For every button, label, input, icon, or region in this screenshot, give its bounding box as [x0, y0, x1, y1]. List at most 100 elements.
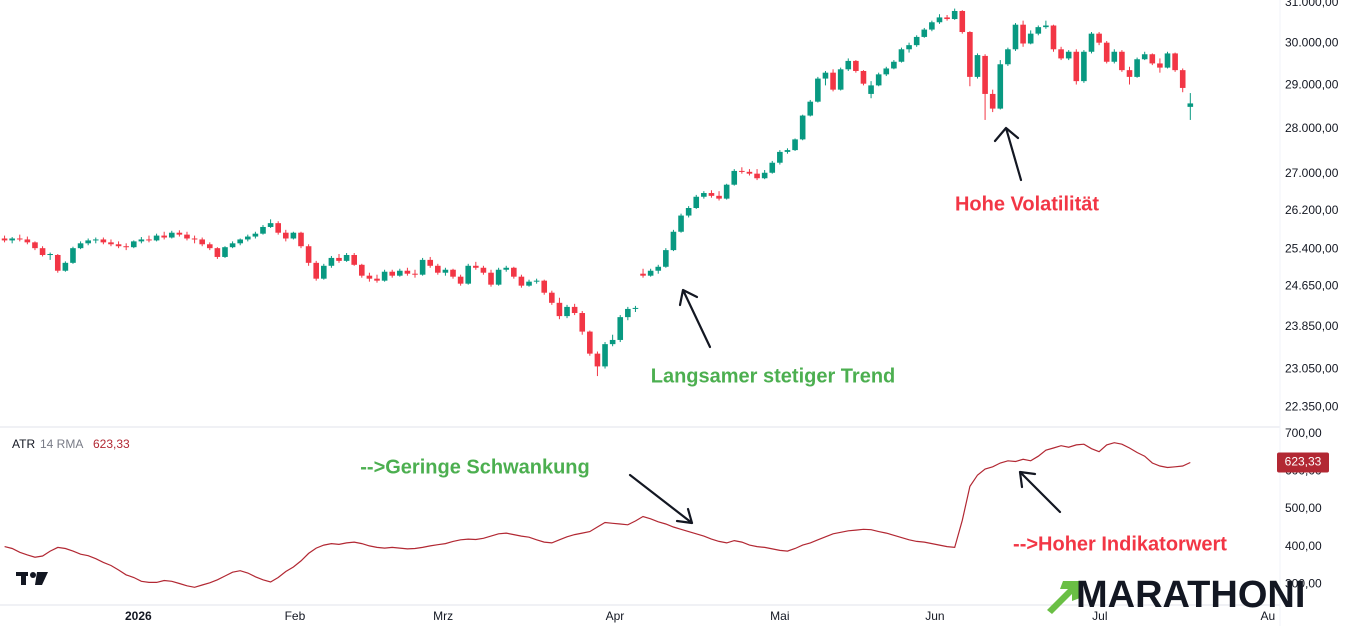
candle-body — [777, 151, 783, 163]
candle-body — [54, 254, 61, 271]
watermark-text: MARATHONI — [1076, 574, 1305, 616]
candle-body — [678, 215, 684, 232]
candle-body — [913, 36, 920, 46]
candle-body — [845, 60, 852, 70]
indicator-name: ATR — [12, 437, 35, 451]
candle-body — [343, 254, 350, 261]
candle-body — [549, 292, 555, 303]
y-tick-label: 22.350,00 — [1285, 399, 1339, 413]
candle-body — [1172, 53, 1178, 71]
candle-body — [1058, 49, 1064, 59]
y-tick-label: 500,00 — [1285, 501, 1322, 515]
candle-body — [602, 344, 608, 367]
candle-body — [206, 244, 213, 249]
annotation: Langsamer stetiger Trend — [651, 365, 896, 387]
arrow — [993, 126, 1023, 182]
y-tick-label: 27.000,00 — [1285, 166, 1339, 180]
candle-body — [1187, 103, 1194, 107]
candle-body — [435, 265, 441, 273]
candle-body — [891, 61, 897, 69]
candle-body — [1179, 70, 1186, 88]
candle-body — [244, 236, 251, 240]
indicator-params: 14 RMA — [40, 437, 83, 451]
candle-body — [214, 248, 221, 257]
x-tick-label: Jun — [925, 609, 944, 623]
candle-body — [32, 242, 38, 249]
y-tick-label: 25.400,00 — [1285, 241, 1339, 255]
candle-body — [1103, 42, 1110, 62]
y-tick-label: 24.650,00 — [1285, 278, 1339, 292]
candle-body — [290, 232, 297, 239]
candle-body — [153, 235, 160, 241]
candle-body — [906, 45, 912, 50]
y-tick-label: 31.000,00 — [1285, 0, 1339, 9]
candle-body — [997, 64, 1004, 109]
candle-body — [1149, 54, 1156, 64]
annotation: Hohe Volatilität — [955, 193, 1099, 215]
candle-body — [62, 262, 69, 271]
candle-body — [1088, 33, 1095, 52]
arrow — [628, 473, 694, 525]
candle-body — [799, 115, 806, 140]
candle-body — [495, 269, 502, 285]
candle-body — [321, 265, 327, 279]
candle-body — [305, 246, 312, 263]
candle-body — [184, 234, 190, 239]
candle-body — [868, 85, 874, 94]
candle-body — [807, 101, 814, 116]
candle-body — [1073, 51, 1080, 82]
candle-body — [176, 232, 183, 235]
candle-body — [1157, 63, 1163, 68]
candle-body — [936, 17, 943, 23]
y-tick-label: 23.850,00 — [1285, 319, 1339, 333]
candle-body — [1035, 27, 1042, 34]
candle-body — [701, 193, 707, 197]
candle-body — [739, 170, 745, 172]
candle-body — [47, 254, 53, 256]
candle-body — [556, 302, 563, 317]
annotation: -->Hoher Indikatorwert — [1013, 533, 1227, 555]
candle-body — [92, 239, 99, 241]
x-tick-label: Jul — [1092, 609, 1107, 623]
candle-body — [465, 265, 472, 284]
candle-body — [830, 72, 836, 90]
candle-body — [161, 235, 167, 238]
candle-body — [9, 238, 15, 241]
candle-body — [442, 269, 449, 273]
arrow — [678, 288, 712, 349]
candle-body — [191, 238, 198, 240]
candle-body — [1126, 70, 1133, 77]
candle-body — [989, 93, 996, 109]
indicator-value: 623,33 — [93, 437, 130, 451]
candle-body — [754, 173, 760, 179]
candle-body — [944, 17, 950, 20]
candle-body — [473, 265, 479, 268]
candle-body — [526, 281, 532, 286]
y-tick-label: 700,00 — [1285, 426, 1322, 440]
arrows — [628, 126, 1062, 525]
candle-body — [237, 239, 243, 244]
candle-body — [511, 267, 517, 277]
candle-body — [359, 264, 365, 276]
watermark: MARATHONI — [1047, 574, 1305, 616]
candles — [1, 8, 1194, 377]
x-tick-label: Feb — [285, 609, 306, 623]
candle-body — [229, 243, 236, 248]
candle-body — [1005, 49, 1011, 65]
candle-body — [1012, 24, 1019, 50]
candle-body — [351, 254, 358, 265]
candle-body — [115, 244, 122, 247]
candle-body — [412, 273, 418, 275]
candle-body — [822, 72, 829, 79]
y-tick-label: 28.000,00 — [1285, 121, 1339, 135]
candle-body — [85, 240, 91, 244]
candle-body — [982, 55, 988, 94]
candle-body — [1119, 51, 1125, 71]
candle-body — [640, 273, 646, 276]
candle-body — [533, 280, 540, 282]
candle-body — [746, 171, 753, 174]
indicator-line — [4, 442, 1191, 588]
candle-body — [1027, 33, 1034, 44]
candle-body — [853, 60, 859, 71]
arrow — [1018, 470, 1062, 514]
